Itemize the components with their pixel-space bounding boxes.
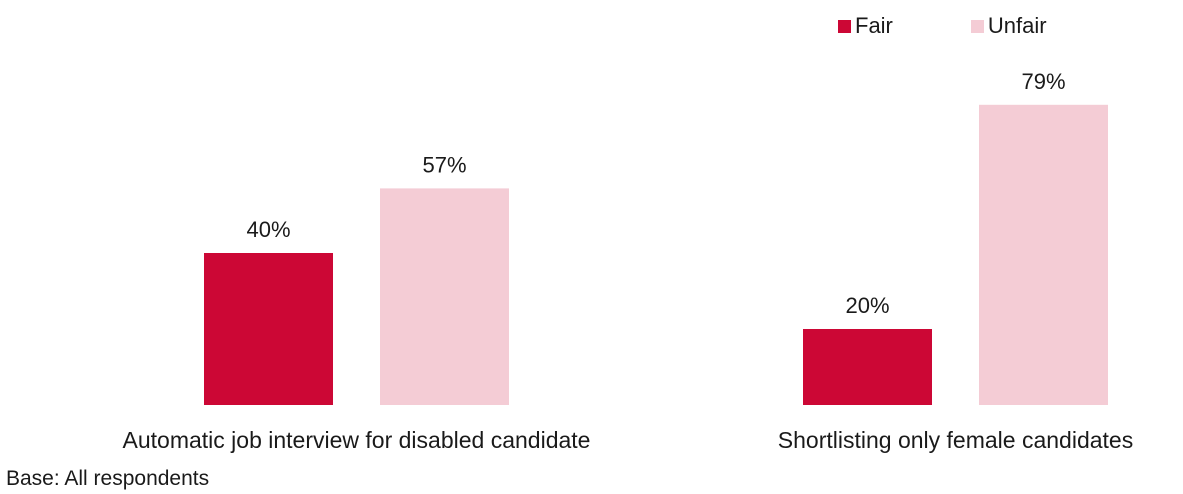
- value-label-fair-2: 20%: [845, 293, 889, 318]
- category-label-2: Shortlisting only female candidates: [778, 427, 1133, 453]
- bar-unfair-2: [979, 104, 1108, 406]
- legend-swatch-unfair: [970, 19, 984, 33]
- bar-unfair-1: [380, 188, 509, 405]
- bar-fair-1: [204, 253, 333, 405]
- legend-item-fair: Fair: [838, 13, 893, 39]
- base-footnote: Base: All respondents: [6, 467, 210, 490]
- bar-fair-2: [803, 329, 932, 405]
- legend-label-fair: Fair: [855, 13, 893, 38]
- value-labels-layer: 40% 57% 20% 79%: [246, 69, 1065, 318]
- category-labels-layer: Automatic job interview for disabled can…: [123, 427, 1134, 453]
- legend-label-unfair: Unfair: [987, 13, 1047, 38]
- legend-item-unfair: Unfair: [970, 13, 1047, 39]
- legend-swatch-fair: [838, 19, 851, 33]
- chart-legend: Fair Unfair: [838, 13, 1047, 39]
- value-label-unfair-2: 79%: [1021, 69, 1065, 94]
- value-label-unfair-1: 57%: [422, 152, 466, 177]
- category-label-1: Automatic job interview for disabled can…: [123, 427, 591, 453]
- bars-layer: [204, 104, 1108, 406]
- value-label-fair-1: 40%: [246, 217, 290, 242]
